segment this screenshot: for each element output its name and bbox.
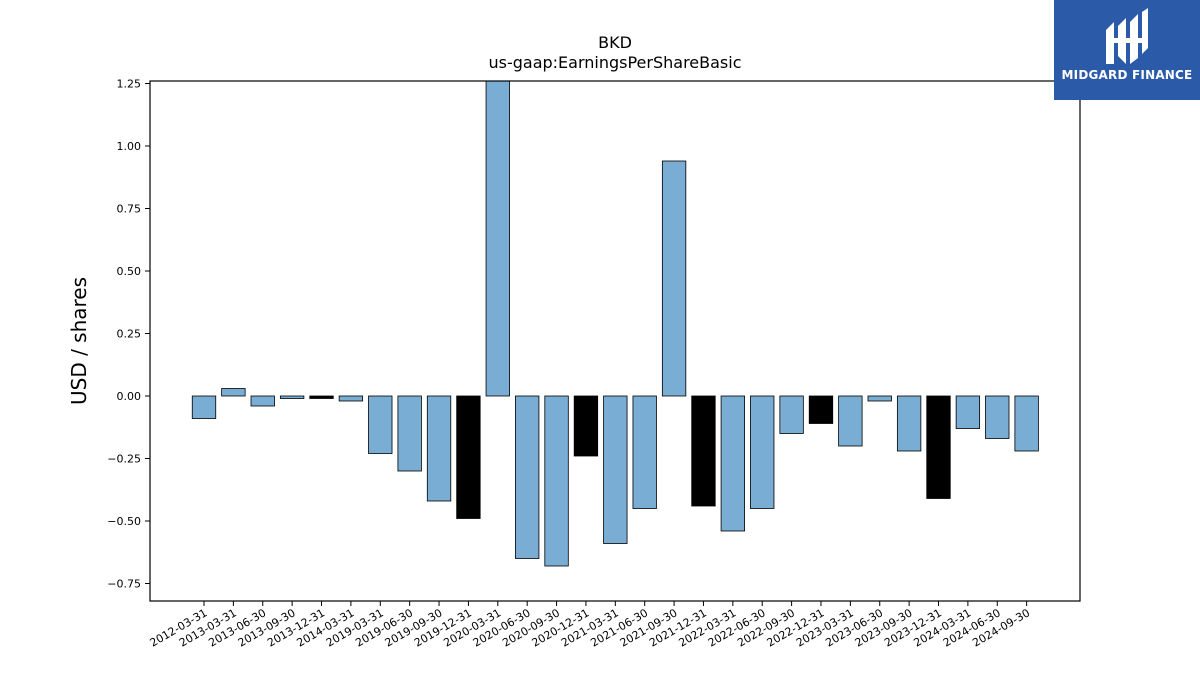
bar-2024-03-31 — [955, 395, 981, 429]
bar-2024-06-30 — [985, 395, 1010, 439]
bar-2022-06-30 — [750, 395, 775, 509]
bar-2021-06-30 — [632, 395, 657, 509]
y-tick-label: 1.00 — [117, 140, 142, 153]
y-tick-label: 0.00 — [117, 390, 142, 403]
bar-2013-03-31 — [221, 388, 246, 397]
x-ticks-group: 2012-03-312013-03-312013-06-302013-09-30… — [148, 601, 1032, 650]
y-tick-label: −0.75 — [107, 578, 141, 591]
y-tick-label: 0.50 — [117, 265, 142, 278]
bar-2013-12-31 — [309, 395, 334, 399]
bar-2023-09-30 — [896, 395, 922, 452]
brand-name: MIDGARD FINANCE — [1061, 68, 1193, 82]
y-ticks-group: 1.25 1.00 0.75 0.50 0.25 0.00 −0.25 −0.50 −0.75 — [107, 78, 150, 591]
bar-2023-12-31 — [926, 395, 951, 499]
midgard-logo-icon — [1106, 8, 1148, 64]
y-tick-label: 0.75 — [117, 203, 142, 216]
bar-2023-03-31 — [838, 395, 863, 447]
plot-frame — [149, 80, 1081, 602]
bar-2024-09-30 — [1014, 395, 1039, 452]
bar-2022-12-31 — [808, 395, 834, 424]
y-tick-label: −0.25 — [107, 453, 141, 466]
bar-2020-06-30 — [515, 395, 540, 559]
bar-2014-03-31 — [338, 395, 364, 402]
bar-2019-09-30 — [426, 395, 452, 502]
y-tick-label: 1.25 — [117, 78, 142, 91]
y-tick-label: 0.25 — [117, 328, 142, 341]
bar-2020-03-31 — [485, 80, 510, 397]
bar-2023-06-30 — [867, 395, 892, 402]
bar-2019-12-31 — [456, 395, 481, 519]
bar-2022-09-30 — [779, 395, 804, 434]
chart-subtitle: us-gaap:EarningsPerShareBasic — [488, 53, 741, 72]
bar-2019-06-30 — [397, 395, 422, 472]
bar-2013-06-30 — [250, 395, 275, 407]
y-tick-label: −0.50 — [107, 515, 141, 528]
bars-group — [191, 80, 1039, 567]
bar-2022-03-31 — [720, 395, 745, 532]
bar-2013-09-30 — [279, 395, 305, 399]
bar-2020-09-30 — [544, 395, 569, 567]
bar-2021-03-31 — [603, 395, 628, 544]
bar-2021-12-31 — [691, 395, 716, 507]
bar-2021-09-30 — [661, 160, 687, 397]
y-axis-label: USD / shares — [67, 277, 91, 405]
bar-2020-12-31 — [573, 395, 599, 457]
bar-2019-03-31 — [368, 395, 393, 454]
brand-logo: MIDGARD FINANCE — [1054, 0, 1200, 100]
chart-title: BKD — [598, 33, 632, 52]
bar-2012-03-31 — [191, 395, 217, 419]
